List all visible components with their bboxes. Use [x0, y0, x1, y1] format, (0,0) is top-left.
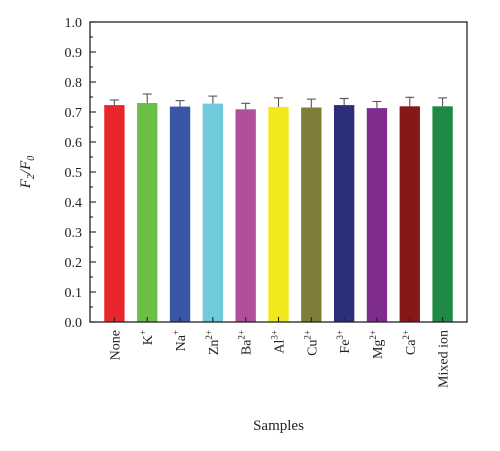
y-tick-label: 0.7 — [65, 106, 83, 121]
bar — [301, 107, 322, 322]
y-tick-label: 0.5 — [65, 166, 83, 181]
y-axis-title: F2/F0 — [18, 156, 37, 190]
bar — [366, 108, 388, 322]
x-category-label: Ba2+ — [237, 330, 255, 355]
bar — [202, 103, 224, 322]
x-category-label: Ca2+ — [401, 330, 419, 355]
y-tick-label: 0.1 — [65, 286, 83, 301]
bar — [137, 103, 158, 322]
bar — [169, 106, 191, 322]
y-tick-label: 0.9 — [65, 46, 83, 61]
bar — [268, 106, 289, 323]
x-category-label: Fe3+ — [335, 330, 353, 354]
error-bars-group — [109, 93, 448, 110]
x-axis: None K+ Na+ Zn2+ Ba2+ Al3+ Cu2+ Fe3+ Mg2+ Ca2+ Mix… — [108, 317, 452, 388]
x-category-label: Mixed ion — [437, 330, 452, 388]
bar — [432, 106, 453, 322]
y-tick-label: 0.8 — [65, 76, 83, 91]
x-category-label: Zn2+ — [204, 330, 222, 355]
y-axis: 0.0 0.1 0.2 0.3 0.4 0.5 0.6 0.7 0.8 0.9 1.0 — [65, 16, 96, 331]
bar — [235, 109, 256, 322]
x-category-label: Na+ — [171, 330, 189, 351]
y-tick-label: 0.2 — [65, 256, 83, 271]
y-tick-label: 0.0 — [65, 316, 83, 331]
y-tick-label: 0.3 — [65, 226, 83, 241]
bar — [399, 106, 420, 322]
bar — [333, 105, 355, 322]
bars-group — [104, 103, 453, 323]
y-tick-label: 0.4 — [65, 196, 83, 211]
bar — [104, 105, 125, 322]
x-category-label: Mg2+ — [368, 330, 386, 359]
y-tick-label: 0.6 — [65, 136, 83, 151]
x-axis-title: Samples — [253, 418, 304, 434]
y-tick-label: 1.0 — [65, 16, 83, 31]
x-category-label: Al3+ — [270, 330, 288, 354]
x-category-label: K+ — [138, 330, 156, 345]
x-category-label: Cu2+ — [302, 330, 320, 356]
x-category-label: None — [108, 330, 123, 360]
